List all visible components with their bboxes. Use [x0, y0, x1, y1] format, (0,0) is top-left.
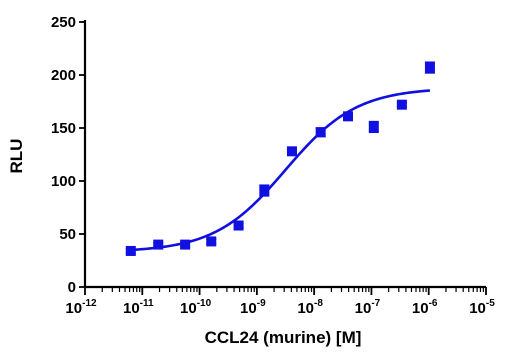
square-marker [233, 220, 244, 231]
square-marker [125, 245, 136, 256]
x-tick-label: 10-8 [297, 298, 323, 317]
y-axis-title: RLU [7, 139, 26, 174]
data-point [233, 220, 244, 231]
x-tick-label: 10-5 [469, 298, 495, 317]
x-tick-label: 10-7 [355, 298, 381, 317]
data-point [153, 239, 164, 250]
square-marker [368, 121, 379, 132]
x-ticks: 10-12 10-11 10-10 10-9 10-8 10-7 10-6 10-5 [65, 287, 495, 317]
square-marker [259, 185, 270, 196]
x-tick-label: 10-10 [180, 298, 212, 317]
fit-curve [130, 89, 431, 252]
square-marker [343, 111, 354, 122]
y-tick-label: 50 [59, 226, 76, 243]
x-tick-label: 10-12 [65, 298, 97, 317]
square-marker [286, 146, 297, 157]
data-point [259, 184, 270, 197]
axes [83, 20, 486, 289]
y-tick-label: 250 [51, 14, 76, 31]
data-point [180, 239, 191, 250]
data-point [343, 111, 354, 122]
data-point [368, 120, 379, 134]
x-axis-title: CCL24 (murine) [M] [205, 328, 362, 347]
data-point [315, 127, 326, 138]
data-point [125, 245, 136, 256]
y-tick-label: 200 [51, 67, 76, 84]
data-point [396, 99, 407, 110]
square-marker [180, 239, 191, 250]
y-tick-label: 150 [51, 120, 76, 137]
y-tick-label: 0 [68, 279, 76, 296]
x-tick-label: 10-6 [412, 298, 438, 317]
plot-marks [125, 61, 435, 256]
square-marker [153, 239, 164, 250]
square-marker [206, 236, 217, 247]
data-point [424, 61, 435, 74]
x-tick-label: 10-11 [123, 298, 154, 317]
data-point [206, 236, 217, 247]
y-ticks: 0 50 100 150 200 250 [51, 14, 85, 296]
square-marker [396, 99, 407, 110]
x-tick-label: 10-9 [240, 298, 266, 317]
data-point [286, 146, 297, 157]
y-tick-label: 100 [51, 173, 76, 190]
square-marker [424, 62, 435, 73]
square-marker [315, 127, 326, 138]
